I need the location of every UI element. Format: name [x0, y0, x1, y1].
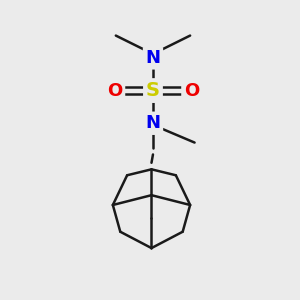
Text: O: O	[184, 82, 199, 100]
Text: S: S	[146, 81, 160, 100]
Text: O: O	[107, 82, 122, 100]
Text: N: N	[146, 49, 160, 67]
Text: N: N	[146, 114, 160, 132]
